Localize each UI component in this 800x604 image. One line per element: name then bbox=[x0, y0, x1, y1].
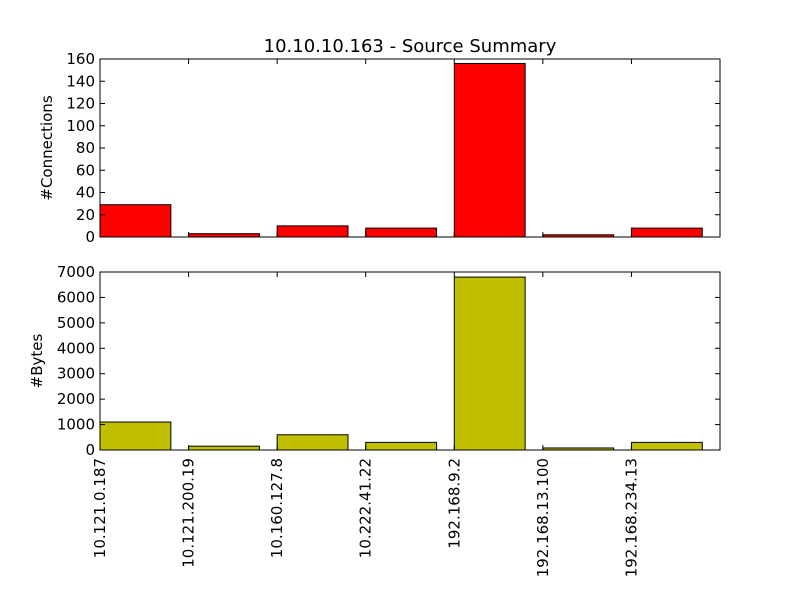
axes-frame-2 bbox=[99, 271, 721, 451]
ytick-label-1-4: 80 bbox=[76, 139, 95, 157]
ytick-label-2-6: 6000 bbox=[57, 288, 95, 306]
bar-1-3 bbox=[276, 225, 349, 238]
bar-2-5 bbox=[453, 276, 526, 451]
bar-2-2 bbox=[188, 445, 260, 451]
bar-1-7 bbox=[630, 227, 703, 238]
y-axis-label-2: #Bytes bbox=[28, 333, 46, 388]
ytick-label-1-6: 120 bbox=[66, 95, 95, 113]
ytick-label-1-2: 40 bbox=[76, 184, 95, 202]
ytick-label-2-3: 3000 bbox=[57, 365, 95, 383]
bar-1-4 bbox=[365, 227, 438, 238]
ytick-label-2-2: 2000 bbox=[57, 390, 95, 408]
axes-frame-1 bbox=[99, 58, 721, 238]
xtick-label-5: 192.168.9.2 bbox=[445, 458, 463, 549]
bar-1-1 bbox=[99, 204, 172, 238]
bar-1-5 bbox=[453, 62, 526, 238]
xtick-label-3: 10.160.127.8 bbox=[268, 458, 286, 558]
bar-1-2 bbox=[188, 233, 260, 238]
y-axis-label-1: #Connections bbox=[38, 95, 56, 200]
xtick-label-6: 192.168.13.100 bbox=[534, 458, 552, 577]
ytick-label-1-5: 100 bbox=[66, 117, 95, 135]
ytick-label-2-7: 7000 bbox=[57, 263, 95, 281]
ytick-label-2-5: 5000 bbox=[57, 314, 95, 332]
ytick-label-2-4: 4000 bbox=[57, 339, 95, 357]
xtick-label-2: 10.121.200.19 bbox=[180, 458, 198, 568]
xtick-label-1: 10.121.0.187 bbox=[91, 458, 109, 558]
ytick-label-2-1: 1000 bbox=[57, 416, 95, 434]
ytick-label-1-7: 140 bbox=[66, 72, 95, 90]
ytick-label-1-8: 160 bbox=[66, 50, 95, 68]
ytick-label-1-0: 0 bbox=[85, 228, 95, 246]
bar-2-4 bbox=[365, 441, 438, 451]
bar-2-7 bbox=[630, 441, 703, 451]
xtick-label-4: 10.222.41.22 bbox=[357, 458, 375, 558]
bar-2-3 bbox=[276, 434, 349, 451]
ytick-label-1-3: 60 bbox=[76, 161, 95, 179]
ytick-label-2-0: 0 bbox=[85, 441, 95, 459]
ytick-label-1-1: 20 bbox=[76, 206, 95, 224]
xtick-label-7: 192.168.234.13 bbox=[622, 458, 640, 577]
bar-2-1 bbox=[99, 421, 172, 451]
chart-title: 10.10.10.163 - Source Summary bbox=[264, 36, 557, 57]
